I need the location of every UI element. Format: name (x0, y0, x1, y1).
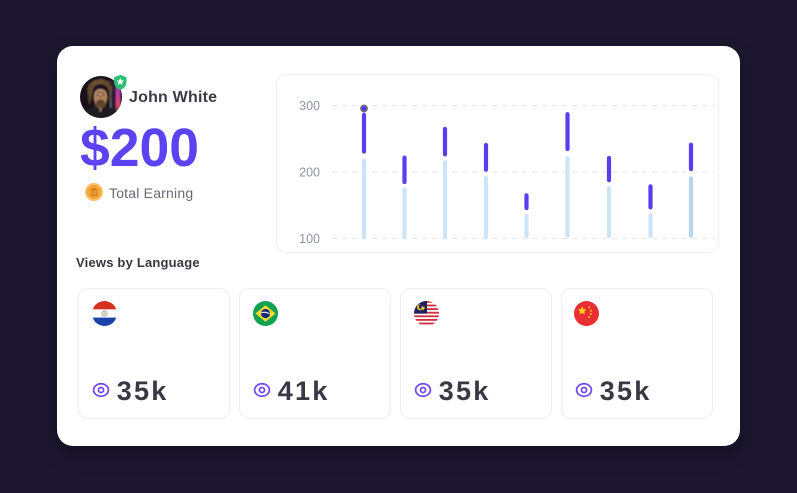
svg-text:200: 200 (299, 166, 320, 180)
svg-text:300: 300 (299, 99, 320, 113)
svg-text:100: 100 (299, 232, 320, 246)
